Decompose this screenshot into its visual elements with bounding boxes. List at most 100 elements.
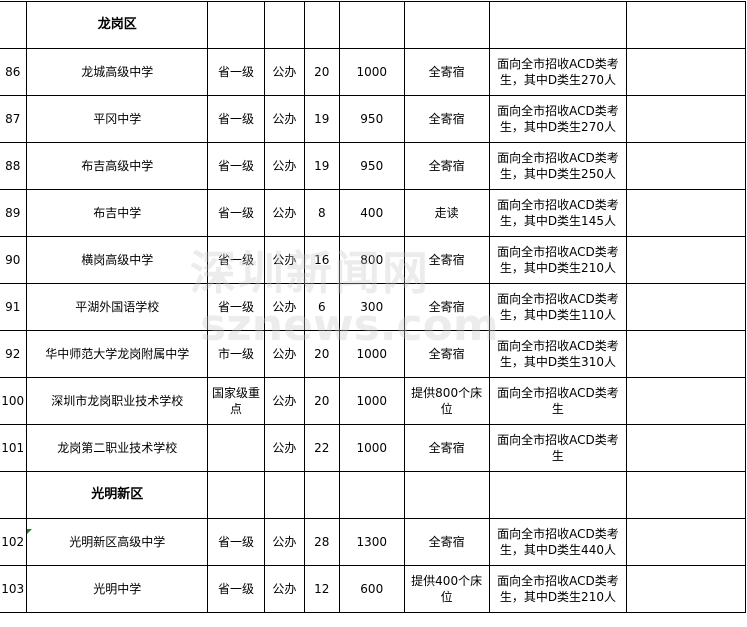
empty-cell bbox=[403, 471, 490, 519]
cell-name: 平冈中学 bbox=[26, 95, 209, 143]
cell-name: 横岗高级中学 bbox=[26, 236, 209, 284]
cell-no: 100 bbox=[0, 377, 28, 425]
empty-cell bbox=[207, 1, 265, 49]
cell-classes: 16 bbox=[303, 236, 340, 284]
cell-no: 87 bbox=[0, 95, 28, 143]
cell-extra bbox=[626, 95, 746, 143]
cell-no: 92 bbox=[0, 330, 28, 378]
cell-enroll: 400 bbox=[338, 189, 405, 237]
cell-level: 省一级 bbox=[207, 518, 265, 566]
cell-name: 龙城高级中学 bbox=[26, 48, 209, 96]
cell-name: 平湖外国语学校 bbox=[26, 283, 209, 331]
cell-enroll: 950 bbox=[338, 95, 405, 143]
cell-no: 91 bbox=[0, 283, 28, 331]
empty-cell bbox=[626, 1, 746, 49]
cell-enroll: 950 bbox=[338, 142, 405, 190]
empty-cell bbox=[626, 471, 746, 519]
empty-cell bbox=[403, 1, 490, 49]
cell-classes: 28 bbox=[303, 518, 340, 566]
cell-enroll: 1300 bbox=[338, 518, 405, 566]
cell-extra bbox=[626, 236, 746, 284]
cell-no: 103 bbox=[0, 565, 28, 613]
cell-note: 面向全市招收ACD类考生，其中D类生210人 bbox=[488, 236, 628, 284]
cell-level bbox=[207, 424, 265, 472]
empty-cell bbox=[303, 471, 340, 519]
cell-level: 省一级 bbox=[207, 283, 265, 331]
cell-enroll: 1000 bbox=[338, 424, 405, 472]
cell-level: 省一级 bbox=[207, 236, 265, 284]
cell-board: 全寄宿 bbox=[403, 142, 490, 190]
cell-classes: 20 bbox=[303, 48, 340, 96]
cell-board: 全寄宿 bbox=[403, 236, 490, 284]
cell-extra bbox=[626, 424, 746, 472]
cell-board: 全寄宿 bbox=[403, 48, 490, 96]
cell-name: 布吉高级中学 bbox=[26, 142, 209, 190]
cell-extra bbox=[626, 565, 746, 613]
table-row: 87 平冈中学 省一级 公办 19 950 全寄宿 面向全市招收ACD类考生，其中D类生270… bbox=[0, 95, 746, 143]
cell-name: 华中师范大学龙岗附属中学 bbox=[26, 330, 209, 378]
table-row: 92 华中师范大学龙岗附属中学 市一级 公办 20 1000 全寄宿 面向全市招收ACD类考生… bbox=[0, 330, 746, 378]
empty-cell bbox=[338, 471, 405, 519]
cell-level: 省一级 bbox=[207, 189, 265, 237]
cell-note: 面向全市招收ACD类考生，其中D类生310人 bbox=[488, 330, 628, 378]
cell-extra bbox=[626, 518, 746, 566]
cell-board: 全寄宿 bbox=[403, 283, 490, 331]
cell-level: 市一级 bbox=[207, 330, 265, 378]
cell-note: 面向全市招收ACD类考生，其中D类生270人 bbox=[488, 48, 628, 96]
section-header-row: 龙岗区 bbox=[0, 1, 746, 49]
cell-no: 102 bbox=[0, 518, 28, 566]
cell-nature: 公办 bbox=[263, 189, 305, 237]
district-name: 光明新区 bbox=[26, 471, 209, 519]
cell-extra bbox=[626, 142, 746, 190]
cell-level: 省一级 bbox=[207, 48, 265, 96]
cell-note: 面向全市招收ACD类考生 bbox=[488, 377, 628, 425]
cell-note: 面向全市招收ACD类考生，其中D类生145人 bbox=[488, 189, 628, 237]
cell-name: 光明新区高级中学 bbox=[26, 518, 209, 566]
cell-nature: 公办 bbox=[263, 48, 305, 96]
cell-enroll: 300 bbox=[338, 283, 405, 331]
cell-level: 国家级重点 bbox=[207, 377, 265, 425]
school-enrollment-table: 龙岗区 86 龙城高级中学 省一级 公办 20 1000 全寄宿 面向全市招收ACD类考生，其中… bbox=[0, 1, 746, 613]
table-row: 100 深圳市龙岗职业技术学校 国家级重点 公办 20 1000 提供800个床位 面向全市招… bbox=[0, 377, 746, 425]
cell-nature: 公办 bbox=[263, 424, 305, 472]
empty-cell bbox=[263, 1, 305, 49]
table-row: 102 光明新区高级中学 省一级 公办 28 1300 全寄宿 面向全市招收ACD类考生，其中… bbox=[0, 518, 746, 566]
cell-note: 面向全市招收ACD类考生 bbox=[488, 424, 628, 472]
empty-cell bbox=[338, 1, 405, 49]
cell-classes: 20 bbox=[303, 330, 340, 378]
empty-cell bbox=[488, 1, 628, 49]
cell-nature: 公办 bbox=[263, 236, 305, 284]
cell-board: 全寄宿 bbox=[403, 330, 490, 378]
cell-no: 101 bbox=[0, 424, 28, 472]
cell-name: 布吉中学 bbox=[26, 189, 209, 237]
table-row: 90 横岗高级中学 省一级 公办 16 800 全寄宿 面向全市招收ACD类考生，其中D类生2… bbox=[0, 236, 746, 284]
cell-nature: 公办 bbox=[263, 283, 305, 331]
empty-cell bbox=[207, 471, 265, 519]
cell-board: 全寄宿 bbox=[403, 518, 490, 566]
cell-extra bbox=[626, 48, 746, 96]
table-row: 103 光明中学 省一级 公办 12 600 提供400个床位 面向全市招收ACD类考生，其中… bbox=[0, 565, 746, 613]
table-body: 龙岗区 86 龙城高级中学 省一级 公办 20 1000 全寄宿 面向全市招收ACD类考生，其中… bbox=[0, 1, 746, 613]
empty-cell bbox=[263, 471, 305, 519]
cell-nature: 公办 bbox=[263, 377, 305, 425]
cell-name: 深圳市龙岗职业技术学校 bbox=[26, 377, 209, 425]
cell-classes: 20 bbox=[303, 377, 340, 425]
cell-level: 省一级 bbox=[207, 565, 265, 613]
table-row: 86 龙城高级中学 省一级 公办 20 1000 全寄宿 面向全市招收ACD类考生，其中D类生… bbox=[0, 48, 746, 96]
cell-classes: 8 bbox=[303, 189, 340, 237]
cell-no: 90 bbox=[0, 236, 28, 284]
cell-no: 88 bbox=[0, 142, 28, 190]
cell-classes: 19 bbox=[303, 95, 340, 143]
cell-classes: 22 bbox=[303, 424, 340, 472]
table-row: 91 平湖外国语学校 省一级 公办 6 300 全寄宿 面向全市招收ACD类考生，其中D类生1… bbox=[0, 283, 746, 331]
cell-note: 面向全市招收ACD类考生，其中D类生210人 bbox=[488, 565, 628, 613]
section-header-row: 光明新区 bbox=[0, 471, 746, 519]
cell-note: 面向全市招收ACD类考生，其中D类生110人 bbox=[488, 283, 628, 331]
district-name: 龙岗区 bbox=[26, 1, 209, 49]
cell-board: 全寄宿 bbox=[403, 424, 490, 472]
cell-no: 89 bbox=[0, 189, 28, 237]
cell-enroll: 1000 bbox=[338, 330, 405, 378]
cell-extra bbox=[626, 377, 746, 425]
cell-board: 提供800个床位 bbox=[403, 377, 490, 425]
cell-enroll: 1000 bbox=[338, 377, 405, 425]
